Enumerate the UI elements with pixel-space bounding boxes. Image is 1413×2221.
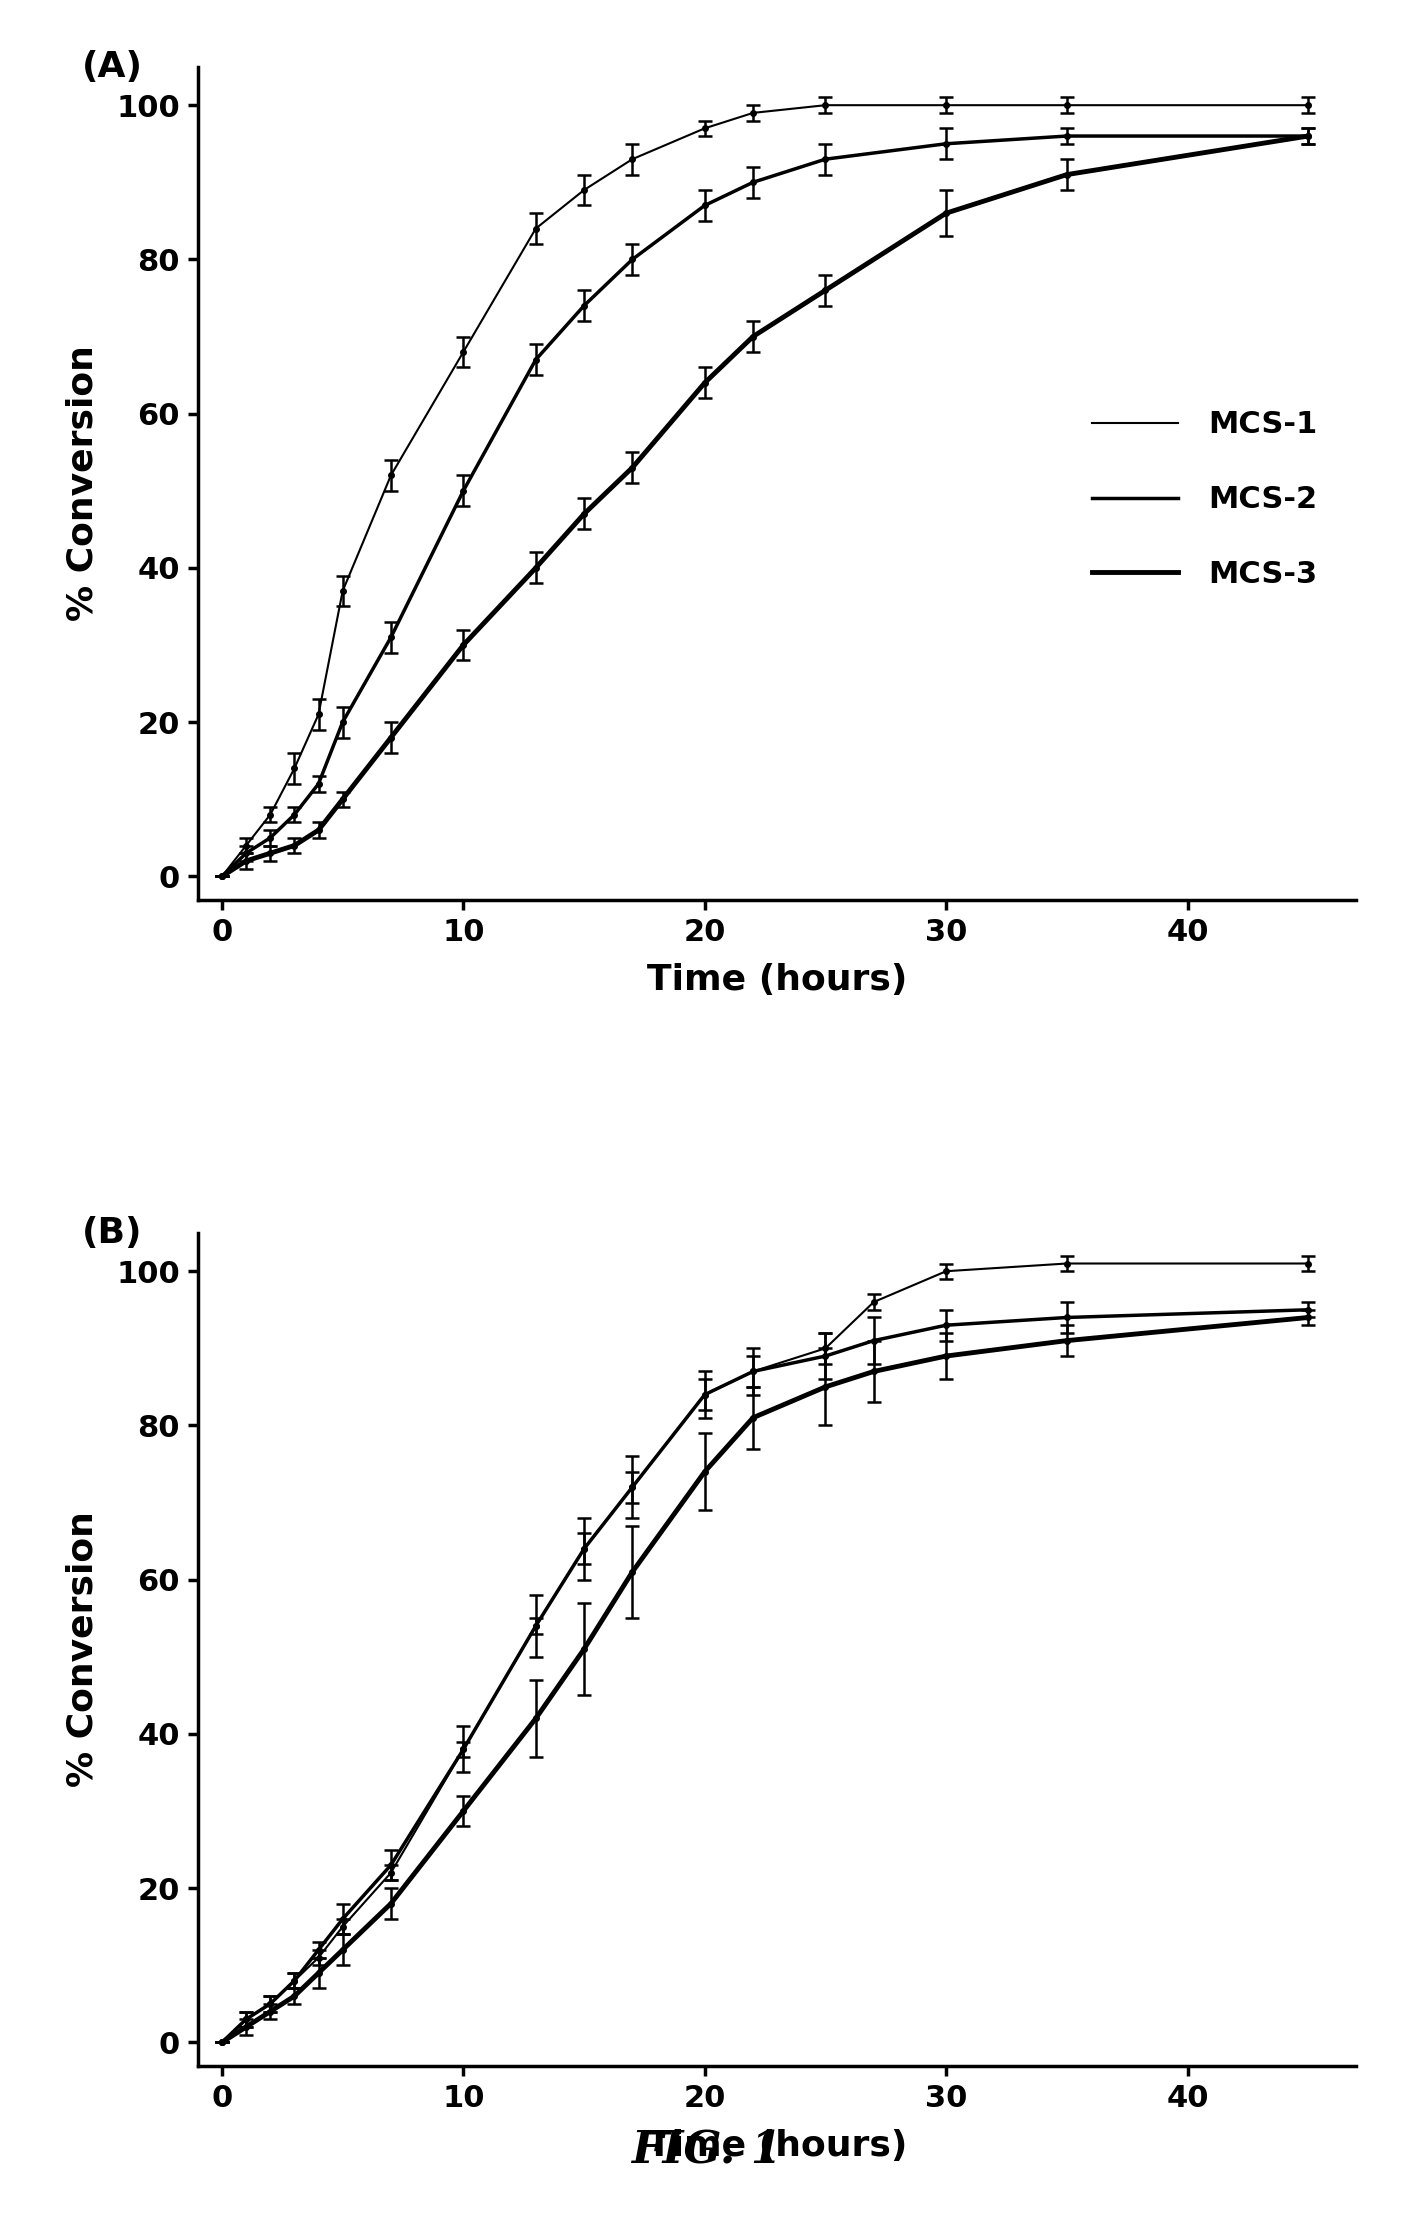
- X-axis label: Time (hours): Time (hours): [647, 964, 907, 997]
- Text: (B): (B): [82, 1217, 143, 1250]
- Text: (A): (A): [82, 49, 143, 84]
- Y-axis label: % Conversion: % Conversion: [65, 344, 99, 622]
- Text: FIG. 1: FIG. 1: [632, 2130, 781, 2172]
- X-axis label: Time (hours): Time (hours): [647, 2130, 907, 2163]
- Y-axis label: % Conversion: % Conversion: [65, 1510, 99, 1788]
- Legend: MCS-1, MCS-2, MCS-3: MCS-1, MCS-2, MCS-3: [1080, 398, 1330, 602]
